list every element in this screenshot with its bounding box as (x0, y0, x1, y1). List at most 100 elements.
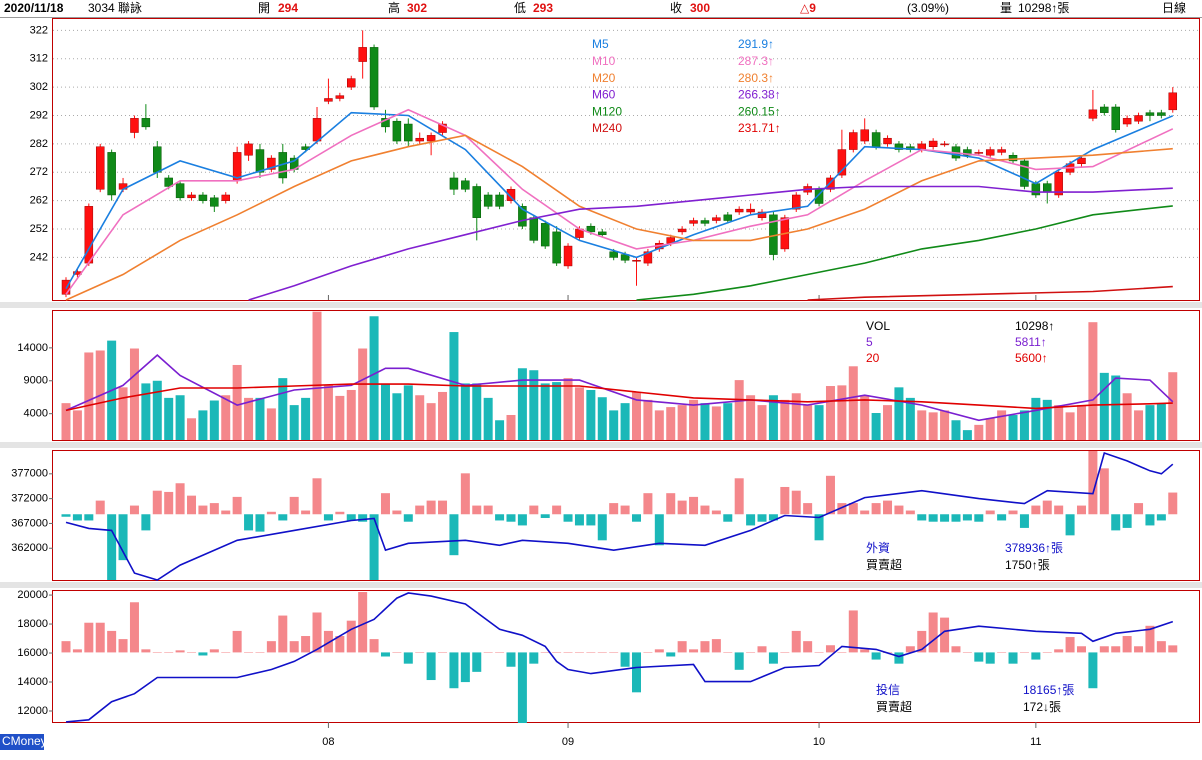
y-tick-label: 12000 (17, 705, 48, 717)
separator (0, 302, 1202, 308)
bar (460, 473, 470, 515)
x-tick-label: 11 (1030, 736, 1041, 748)
bar (301, 397, 311, 440)
bar (369, 316, 379, 440)
candle-body (689, 220, 698, 224)
bar (814, 652, 824, 653)
bar (597, 397, 607, 440)
low-value: 293 (533, 1, 553, 15)
candle-body (563, 245, 573, 267)
bar (1088, 451, 1098, 515)
bar (1076, 505, 1086, 515)
bar (563, 652, 573, 653)
bar (700, 505, 710, 515)
legend-name: M10 (592, 54, 616, 68)
bar (460, 383, 470, 440)
candle-body (734, 208, 744, 213)
candle-body (164, 177, 173, 187)
bar (1156, 641, 1166, 653)
bar (266, 511, 276, 515)
candle-body (1157, 112, 1166, 116)
bar (129, 348, 139, 440)
candle-body (837, 149, 847, 176)
bar (985, 418, 995, 440)
candle-body (312, 118, 322, 142)
volume-label: 量 (1000, 1, 1012, 15)
bar (780, 399, 790, 440)
candle-body (221, 194, 230, 201)
bar (380, 384, 390, 440)
bar (597, 514, 607, 541)
bar (928, 412, 938, 440)
bar (654, 514, 664, 546)
candle-body (518, 206, 527, 227)
candle-body (187, 194, 196, 199)
candle-body (940, 143, 949, 146)
bar (1122, 393, 1132, 440)
bar (107, 514, 117, 580)
bar (141, 514, 151, 531)
bar (1099, 468, 1109, 515)
candle-body (974, 152, 984, 154)
candle-body (130, 118, 139, 133)
bar (118, 514, 128, 561)
candle-body (552, 231, 561, 264)
bar (1156, 403, 1166, 440)
candle-body (723, 214, 733, 221)
bar (472, 652, 482, 672)
bar (369, 514, 379, 580)
candle-body (586, 225, 596, 233)
legend-name: M20 (592, 71, 616, 85)
bar (700, 403, 710, 440)
candle-body (1020, 160, 1029, 187)
bar (734, 652, 744, 670)
bar (506, 414, 516, 440)
y-tick-label: 362000 (11, 542, 48, 554)
y-tick-label: 322 (30, 24, 48, 36)
candle-body (198, 194, 208, 201)
bar (574, 514, 584, 526)
candle-body (791, 194, 801, 210)
bar (506, 652, 516, 667)
bar (1054, 649, 1064, 653)
legend-value: 291.9↑ (738, 37, 774, 51)
bar (574, 387, 584, 440)
bar (244, 514, 254, 531)
legend-name: M60 (592, 88, 616, 102)
candle-body (632, 260, 641, 262)
bar (415, 395, 425, 440)
bar (346, 620, 356, 653)
bar (403, 514, 413, 522)
candle-body (153, 146, 162, 173)
candle-body (324, 98, 333, 102)
candle-body (175, 183, 185, 199)
bar (152, 490, 162, 515)
bar (997, 652, 1007, 653)
y-tick-label: 14000 (17, 342, 48, 354)
candle-body (712, 217, 721, 221)
bar (323, 385, 333, 440)
legend-name: 5 (866, 335, 873, 349)
bar (985, 652, 995, 664)
bar (1042, 652, 1052, 653)
bar (187, 418, 197, 440)
candle-body (1122, 118, 1132, 125)
bar (415, 652, 425, 653)
bar (187, 495, 197, 515)
bar (517, 652, 527, 724)
bar (814, 514, 824, 541)
bar (974, 652, 984, 662)
bar (1008, 414, 1018, 440)
y-tick-label: 20000 (17, 589, 48, 601)
bar (232, 630, 242, 653)
line (65, 111, 1174, 289)
bar (1042, 500, 1052, 515)
low-label: 低 (514, 1, 526, 15)
bar (175, 483, 185, 515)
y-tick-label: 312 (30, 53, 48, 65)
bar (563, 514, 573, 522)
candle-body (1145, 112, 1155, 116)
legend-title: 投信 (876, 682, 900, 697)
bar (449, 652, 459, 689)
bar (61, 403, 71, 440)
